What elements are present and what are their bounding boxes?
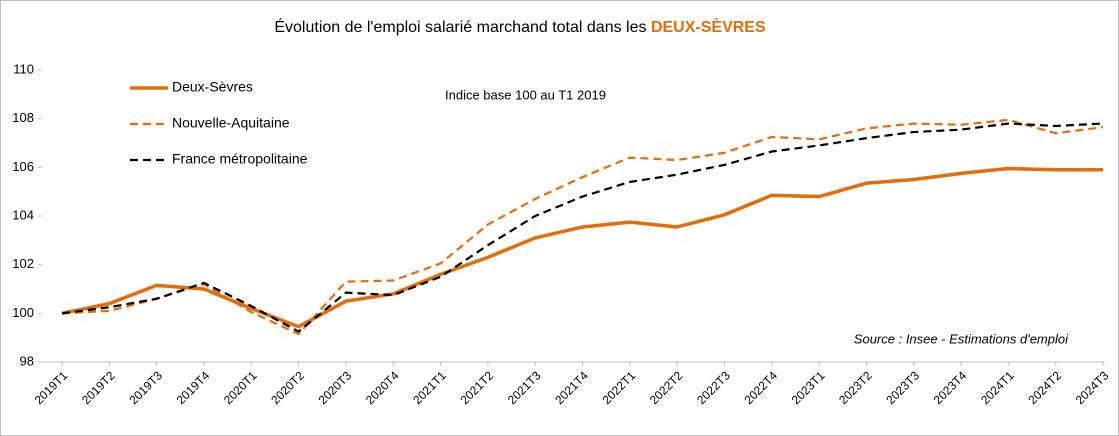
series-line [61, 166, 1103, 329]
y-tick-label: 108 [12, 110, 34, 125]
series-line [61, 122, 1104, 333]
y-tick-label: 102 [12, 256, 34, 271]
legend-label: Deux-Sèvres [172, 79, 253, 95]
legend-label: Nouvelle-Aquitaine [172, 115, 290, 131]
subtitle: Indice base 100 au T1 2019 [445, 87, 606, 102]
y-tick-label: 110 [13, 61, 34, 76]
y-tick-label: 104 [12, 207, 34, 222]
source: Source : Insee - Estimations d'emploi [854, 331, 1069, 346]
y-tick-label: 100 [12, 305, 34, 320]
series-line [61, 118, 1104, 336]
y-tick-label: 106 [12, 159, 34, 174]
legend-label: France métropolitaine [172, 151, 308, 167]
chart-title: Évolution de l'emploi salarié marchand t… [274, 17, 766, 36]
title-text: Évolution de l'emploi salarié marchand t… [274, 17, 651, 36]
y-tick-label: 98 [20, 353, 34, 368]
title-highlight: DEUX-SÈVRES [651, 17, 766, 36]
